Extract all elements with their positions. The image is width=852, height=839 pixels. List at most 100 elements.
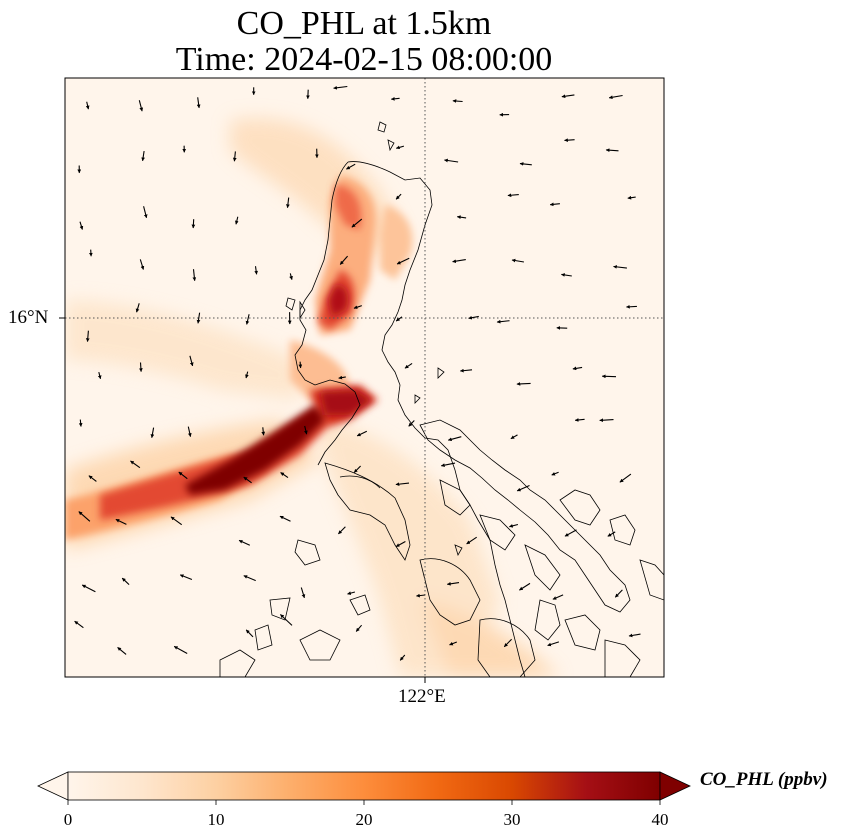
wind-arrow — [150, 427, 155, 439]
colorbar-ticks — [67, 800, 661, 805]
wind-arrow — [189, 355, 194, 367]
wind-arrow — [85, 101, 90, 110]
wind-arrow — [121, 577, 130, 586]
wind-arrow — [404, 362, 413, 369]
wind-arrow — [141, 151, 145, 162]
wind-arrow — [395, 541, 406, 548]
wind-arrow — [408, 420, 415, 427]
wind-arrow — [619, 473, 632, 483]
wind-arrow — [74, 620, 84, 629]
colorbar-tick-label: 40 — [651, 810, 669, 829]
wind-arrow — [289, 273, 293, 280]
wind-arrow — [78, 419, 83, 427]
wind-arrow — [130, 460, 141, 469]
wind-arrow — [510, 434, 518, 440]
colorbar-tick-label: 0 — [63, 810, 73, 829]
wind-arrow — [117, 646, 127, 655]
wind-arrow — [138, 100, 144, 112]
wind-vectors — [74, 85, 641, 661]
wind-arrow — [516, 484, 530, 492]
wind-arrow — [627, 195, 636, 200]
wind-arrow — [547, 641, 560, 647]
wind-arrow — [245, 629, 254, 638]
wind-arrow — [347, 591, 356, 595]
wind-arrow — [355, 624, 363, 632]
wind-arrow — [444, 158, 459, 163]
wind-arrow — [395, 482, 410, 487]
wind-arrow — [135, 303, 140, 313]
co-plume-core — [185, 284, 372, 495]
wind-arrow — [509, 523, 519, 528]
wind-arrow — [459, 368, 473, 373]
wind-arrow — [245, 371, 249, 379]
wind-arrow — [173, 645, 188, 654]
wind-arrow — [507, 193, 519, 198]
wind-arrow — [628, 633, 641, 638]
wind-arrow — [286, 197, 290, 209]
wind-arrow — [187, 426, 192, 437]
wind-arrow — [549, 202, 560, 207]
wind-arrow — [353, 305, 362, 309]
wind-arrow — [447, 436, 462, 442]
wind-arrow — [85, 330, 90, 342]
wind-arrow — [191, 219, 196, 229]
wind-arrow — [261, 427, 266, 436]
wind-arrow — [601, 374, 617, 379]
wind-arrow — [564, 529, 577, 537]
wind-arrow — [78, 511, 91, 522]
wind-arrow — [511, 258, 524, 263]
wind-arrow — [179, 574, 193, 581]
wind-arrow — [178, 471, 188, 480]
wind-arrow — [503, 638, 512, 648]
wind-arrow — [607, 531, 616, 537]
chart-title: CO_PHL at 1.5km — [236, 5, 492, 42]
wind-arrow — [88, 475, 97, 482]
wind-arrow — [234, 216, 239, 225]
colorbar-body — [67, 771, 661, 801]
wind-arrow — [196, 312, 201, 324]
wind-arrow — [143, 206, 148, 219]
colorbar-extend-high — [659, 771, 691, 801]
wind-arrow — [139, 362, 143, 372]
wind-arrow — [564, 138, 575, 143]
wind-arrow — [395, 316, 403, 322]
wind-arrow — [280, 614, 293, 626]
coastlines — [219, 121, 664, 677]
chart-time-subtitle: Time: 2024-02-15 08:00:00 — [175, 41, 553, 78]
wind-arrow — [613, 265, 627, 269]
wind-arrow — [279, 515, 291, 522]
wind-arrow — [300, 587, 306, 599]
wind-arrow — [298, 361, 303, 369]
wind-arrow — [356, 430, 368, 437]
colorbar-extend-low — [37, 771, 69, 801]
wind-arrow — [572, 366, 583, 371]
wind-arrow — [245, 314, 250, 325]
wind-arrow — [574, 418, 585, 422]
wind-arrow — [466, 536, 478, 545]
wind-arrow — [599, 418, 614, 423]
wind-arrow — [519, 162, 532, 166]
wind-arrow — [608, 94, 623, 100]
wind-arrow — [192, 269, 197, 282]
wind-arrow — [446, 581, 460, 586]
wind-arrow — [626, 304, 637, 309]
wind-arrow — [243, 575, 256, 582]
wind-arrow — [452, 259, 466, 264]
colorbar-tick-label: 20 — [355, 810, 373, 829]
wind-arrow — [254, 266, 259, 275]
wind-arrow — [516, 382, 531, 386]
wind-arrow — [395, 145, 405, 150]
colorbar-tick-label: 30 — [503, 810, 521, 829]
wind-arrow — [339, 255, 349, 265]
wind-arrow — [449, 641, 458, 646]
wind-arrow — [390, 96, 400, 101]
wind-arrow — [605, 148, 619, 153]
wind-arrow — [416, 593, 426, 598]
wind-arrow — [552, 594, 564, 600]
wind-arrow — [170, 516, 183, 526]
wind-arrow — [519, 582, 531, 591]
wind-arrow — [243, 476, 252, 484]
longitude-label: 122°E — [398, 686, 446, 707]
colorbar-tick-label: 10 — [207, 810, 225, 829]
